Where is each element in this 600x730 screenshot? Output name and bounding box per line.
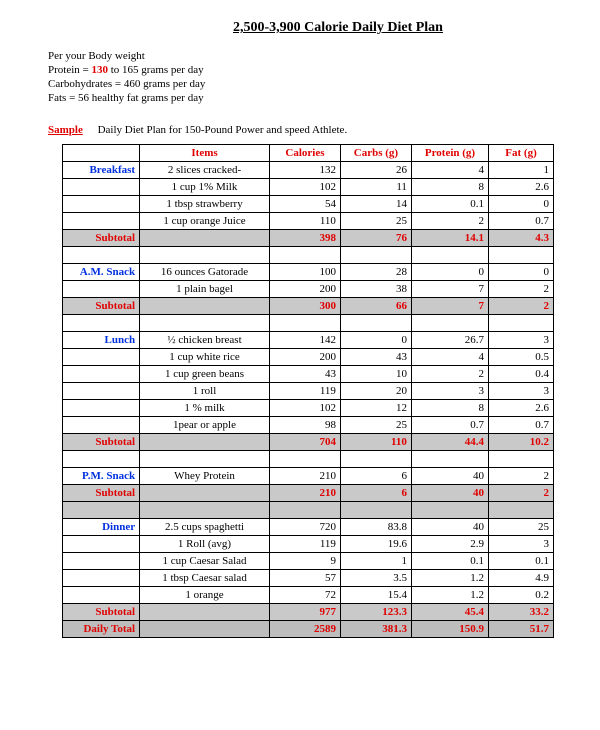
- table-row: 1 cup white rice2004340.5: [63, 349, 554, 366]
- spacer-row: [63, 315, 554, 332]
- carb: 26: [340, 162, 411, 179]
- subtotal-row: Subtotal977123.345.433.2: [63, 604, 554, 621]
- subtotal-row: Subtotal70411044.410.2: [63, 434, 554, 451]
- cal: 132: [269, 162, 340, 179]
- subtotal-row: Subtotal3987614.14.3: [63, 230, 554, 247]
- header-row: Items Calories Carbs (g) Protein (g) Fat…: [63, 145, 554, 162]
- table-row: Lunch½ chicken breast142026.73: [63, 332, 554, 349]
- item: 16 ounces Gatorade: [140, 264, 270, 281]
- hdr-items: Items: [140, 145, 270, 162]
- table-row: 1 cup green beans431020.4: [63, 366, 554, 383]
- item: 2 slices cracked-: [140, 162, 270, 179]
- subtotal-row: Subtotal2106402: [63, 485, 554, 502]
- item: 1 cup orange Juice: [140, 213, 270, 230]
- table-row: P.M. SnackWhey Protein2106402: [63, 468, 554, 485]
- table-row: Dinner2.5 cups spaghetti72083.84025: [63, 519, 554, 536]
- protein-value: 130: [91, 64, 108, 76]
- hdr-prot: Protein (g): [411, 145, 488, 162]
- sample-desc: Daily Diet Plan for 150-Pound Power and …: [98, 124, 348, 136]
- table-row: 1pear or apple98250.70.7: [63, 417, 554, 434]
- total-label: Daily Total: [63, 621, 140, 638]
- table-row: 1 tbsp strawberry54140.10: [63, 196, 554, 213]
- subtotal-row: Subtotal3006672: [63, 298, 554, 315]
- table-row: 1 cup 1% Milk1021182.6: [63, 179, 554, 196]
- item: 1 tbsp strawberry: [140, 196, 270, 213]
- table-row: 1 cup Caesar Salad910.10.1: [63, 553, 554, 570]
- page-title: 2,500-3,900 Calorie Daily Diet Plan: [48, 20, 568, 36]
- carbs-line: Carbohydrates = 460 grams per day: [48, 78, 568, 90]
- bodyweight-line: Per your Body weight: [48, 50, 568, 62]
- table-row: 1 % milk1021282.6: [63, 400, 554, 417]
- total-row: Daily Total2589381.3150.951.7: [63, 621, 554, 638]
- protein-suffix: to 165 grams per day: [108, 64, 204, 76]
- prot: 4: [411, 162, 488, 179]
- meal-pmsnack: P.M. Snack: [63, 468, 140, 485]
- item: ½ chicken breast: [140, 332, 270, 349]
- meal-amsnack: A.M. Snack: [63, 264, 140, 281]
- table-row: 1 cup orange Juice1102520.7: [63, 213, 554, 230]
- table-row: 1 Roll (avg)11919.62.93: [63, 536, 554, 553]
- protein-prefix: Protein =: [48, 64, 91, 76]
- hdr-cal: Calories: [269, 145, 340, 162]
- hdr-carb: Carbs (g): [340, 145, 411, 162]
- item: 1 cup 1% Milk: [140, 179, 270, 196]
- table-row: Breakfast2 slices cracked-1322641: [63, 162, 554, 179]
- diet-table: Items Calories Carbs (g) Protein (g) Fat…: [62, 144, 554, 638]
- fats-line: Fats = 56 healthy fat grams per day: [48, 92, 568, 104]
- fat: 1: [489, 162, 554, 179]
- spacer-row: [63, 502, 554, 519]
- meal-breakfast: Breakfast: [63, 162, 140, 179]
- protein-line: Protein = 130 to 165 grams per day: [48, 64, 568, 76]
- table-row: 1 orange7215.41.20.2: [63, 587, 554, 604]
- table-row: 1 plain bagel2003872: [63, 281, 554, 298]
- table-row: 1 roll1192033: [63, 383, 554, 400]
- meal-dinner: Dinner: [63, 519, 140, 536]
- table-row: A.M. Snack16 ounces Gatorade1002800: [63, 264, 554, 281]
- table-row: 1 tbsp Caesar salad573.51.24.9: [63, 570, 554, 587]
- spacer-row: [63, 451, 554, 468]
- hdr-fat: Fat (g): [489, 145, 554, 162]
- meal-lunch: Lunch: [63, 332, 140, 349]
- spacer-row: [63, 247, 554, 264]
- subtotal-label: Subtotal: [63, 230, 140, 247]
- sample-row: Sample Daily Diet Plan for 150-Pound Pow…: [48, 124, 568, 136]
- item: 1 plain bagel: [140, 281, 270, 298]
- sample-label: Sample: [48, 124, 83, 136]
